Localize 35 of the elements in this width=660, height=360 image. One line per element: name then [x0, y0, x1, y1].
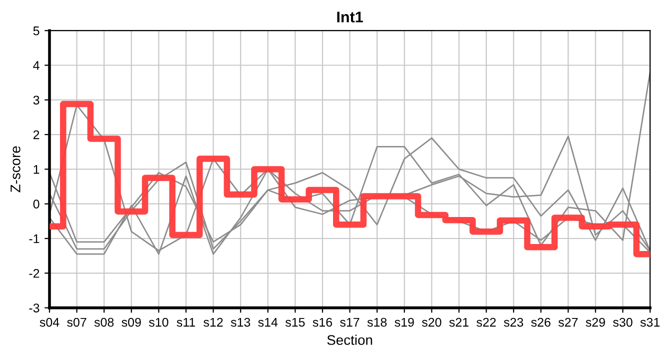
x-tick-label: s07	[67, 318, 86, 327]
x-tick-label: s31	[640, 318, 660, 327]
y-tick-label: 0	[33, 200, 40, 208]
y-tick-label: 3	[33, 96, 40, 105]
x-tick-label: s14	[258, 318, 278, 327]
x-tick-label: s17	[340, 318, 360, 327]
x-tick-label: s18	[367, 318, 387, 327]
x-tick-label: s13	[230, 318, 250, 327]
y-tick-label: -2	[29, 268, 40, 278]
x-tick-label: s09	[122, 318, 141, 327]
x-tick-label: s10	[148, 318, 168, 327]
x-tick-label: s15	[285, 318, 305, 327]
x-tick-label: s29	[586, 318, 605, 327]
y-tick-label: 4	[33, 61, 40, 70]
x-tick-label: s19	[394, 318, 414, 327]
y-axis-title: Z-score	[10, 146, 20, 192]
x-tick-label: s11	[176, 318, 196, 327]
y-tick-label: -3	[29, 304, 40, 312]
y-tick-label: 2	[33, 130, 40, 140]
x-tick-label: s26	[531, 318, 550, 327]
x-tick-label: s16	[312, 318, 332, 327]
x-tick-label: s21	[449, 318, 468, 327]
y-tick-label: -1	[29, 234, 40, 244]
x-tick-label: s27	[558, 318, 578, 327]
x-tick-label: s12	[204, 318, 223, 327]
x-tick-label: s23	[504, 318, 524, 327]
x-tick-label: s20	[422, 318, 442, 327]
chart-title: Int1	[337, 12, 363, 22]
x-tick-label: s04	[40, 318, 60, 327]
x-axis-title: Section	[327, 334, 372, 345]
x-tick-label: s22	[476, 318, 496, 327]
x-tick-label: s30	[613, 318, 632, 327]
y-tick-label: 5	[33, 26, 40, 36]
x-tick-label: s08	[94, 318, 114, 327]
y-tick-label: 1	[34, 165, 40, 174]
